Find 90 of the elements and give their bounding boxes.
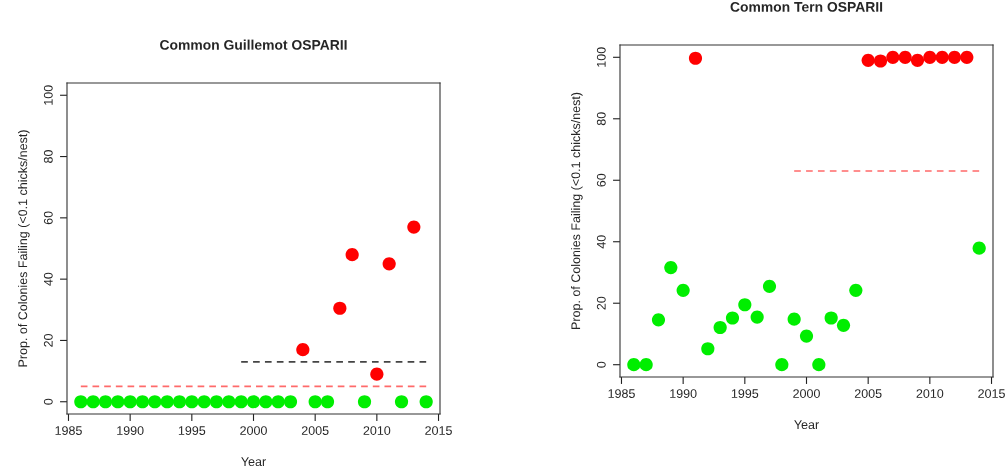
point	[910, 53, 925, 67]
y-tick-label: 80	[43, 150, 53, 163]
point	[407, 220, 421, 234]
point	[197, 395, 211, 409]
point	[935, 50, 949, 64]
y-tick-label: 60	[43, 211, 53, 225]
x-axis-title: Year	[241, 457, 266, 467]
x-tick-label: 2005	[854, 389, 882, 398]
point	[234, 395, 248, 409]
point	[750, 310, 764, 324]
y-tick-label: 20	[43, 333, 53, 347]
y-tick-label: 80	[596, 112, 606, 126]
x-tick-label: 2010	[363, 426, 391, 435]
point	[320, 395, 335, 409]
point	[419, 395, 433, 409]
point	[960, 50, 974, 64]
y-tick-label: 60	[596, 173, 606, 187]
x-tick-label: 1990	[117, 426, 144, 435]
point	[185, 395, 199, 409]
y-tick-label: 40	[43, 272, 53, 286]
point	[664, 260, 678, 275]
x-tick-label: 1995	[731, 389, 759, 398]
x-tick-label: 2010	[916, 389, 944, 398]
y-axis-title: Prop. of Colonies Failing (<0.1 chicks/nest)	[18, 130, 30, 367]
chart-title: Common Guillemot OSPARII	[160, 39, 347, 50]
x-tick-label: 1985	[608, 389, 635, 398]
point	[824, 311, 838, 325]
point	[639, 358, 653, 372]
point	[923, 50, 937, 64]
point	[333, 301, 347, 315]
point	[98, 395, 113, 409]
point	[296, 343, 310, 357]
point	[787, 312, 801, 326]
point	[836, 318, 851, 332]
point	[357, 395, 372, 409]
point	[160, 395, 174, 409]
point	[651, 313, 666, 327]
y-tick-label: 100	[596, 47, 606, 67]
point	[738, 298, 752, 312]
point	[148, 395, 162, 409]
x-tick-label: 1995	[178, 426, 206, 435]
point	[725, 311, 740, 325]
point	[86, 395, 100, 409]
point	[370, 367, 384, 381]
y-tick-label: 0	[596, 361, 606, 368]
point	[246, 395, 261, 409]
point	[123, 395, 137, 409]
point	[886, 50, 900, 64]
point	[873, 54, 888, 68]
x-axis-title: Year	[794, 420, 819, 430]
point	[382, 257, 396, 271]
x-tick-label: 2005	[301, 426, 329, 435]
chart-title: Common Tern OSPARII	[730, 1, 883, 12]
point	[308, 395, 322, 409]
point	[394, 395, 409, 409]
y-tick-label: 40	[596, 235, 606, 249]
point	[701, 342, 715, 356]
point	[172, 395, 187, 409]
point	[713, 320, 727, 335]
point	[676, 283, 690, 297]
y-tick-label: 0	[43, 398, 53, 405]
point	[627, 358, 641, 372]
point	[812, 358, 826, 372]
y-tick-label: 20	[596, 296, 606, 310]
point	[283, 395, 298, 409]
point	[222, 395, 236, 409]
point	[345, 248, 359, 262]
point	[799, 329, 814, 343]
y-axis-title: Prop. of Colonies Failing (<0.1 chicks/nest)	[571, 92, 583, 329]
point	[259, 395, 273, 409]
point	[898, 50, 912, 64]
point	[972, 241, 986, 255]
x-tick-label: 2000	[240, 426, 267, 435]
point	[135, 395, 150, 409]
point	[209, 395, 224, 409]
point	[688, 51, 703, 65]
point	[74, 395, 88, 409]
point	[861, 53, 875, 67]
x-tick-label: 2015	[978, 389, 1005, 398]
point	[849, 283, 863, 297]
point	[947, 50, 962, 64]
x-tick-label: 1985	[55, 426, 82, 435]
x-tick-label: 1990	[670, 389, 697, 398]
y-tick-label: 100	[43, 85, 53, 105]
point	[775, 358, 789, 372]
point	[271, 395, 285, 409]
x-tick-label: 2015	[425, 426, 452, 435]
point	[762, 279, 777, 293]
x-tick-label: 2000	[793, 389, 820, 398]
point	[111, 395, 125, 409]
